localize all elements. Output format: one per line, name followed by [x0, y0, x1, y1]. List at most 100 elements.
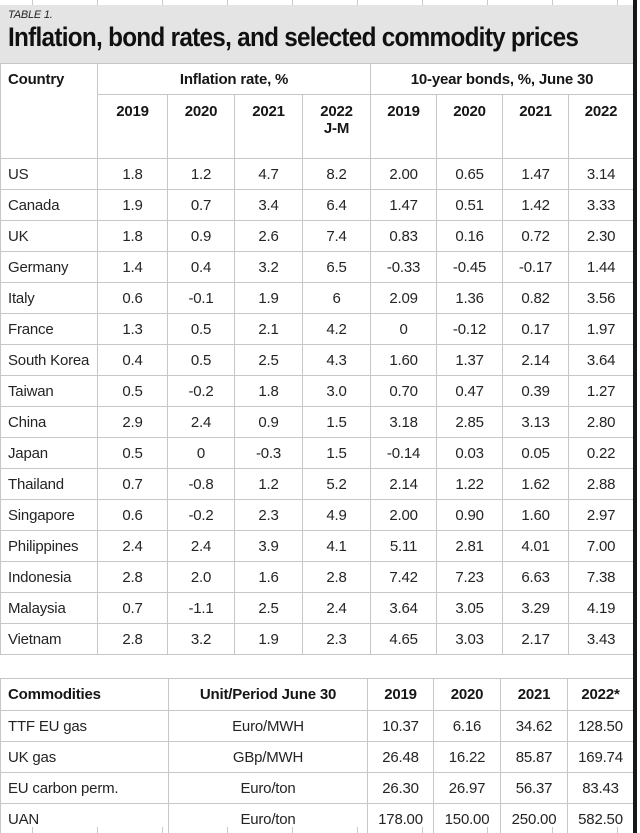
- bond-value-cell: -0.17: [502, 251, 570, 283]
- year-2021-header: 2021: [500, 678, 568, 711]
- commodity-value-cell: 56.37: [500, 772, 568, 804]
- bond-value-cell: 1.36: [436, 282, 504, 314]
- bond-value-cell: 3.64: [568, 344, 635, 376]
- inflation-value-cell: 1.4: [97, 251, 168, 283]
- bond-value-cell: 0.03: [436, 437, 504, 469]
- bond-value-cell: 3.43: [568, 623, 635, 655]
- bond-value-cell: 0.72: [502, 220, 570, 252]
- year-header-row: 2019 2020 2021 2022 J-M 2019 2020 2021 2022: [1, 94, 635, 159]
- country-cell: Malaysia: [0, 592, 98, 624]
- inflation-value-cell: 6.5: [301, 251, 372, 283]
- country-cell: Italy: [0, 282, 98, 314]
- inflation-value-cell: 0.7: [167, 189, 235, 221]
- country-cell: Canada: [0, 189, 98, 221]
- commodity-name-cell: EU carbon perm.: [0, 772, 169, 804]
- inflation-value-cell: 2.4: [97, 530, 168, 562]
- bond-value-cell: 2.00: [370, 499, 438, 531]
- inflation-value-cell: 2.9: [97, 406, 168, 438]
- bond-value-cell: -0.14: [370, 437, 438, 469]
- commodity-value-cell: 10.37: [367, 710, 434, 742]
- table-row: Germany 1.4 0.4 3.2 6.5 -0.33 -0.45 -0.17 1.44: [0, 251, 635, 283]
- bond-value-cell: 4.19: [568, 592, 635, 624]
- bond-value-cell: 7.38: [568, 561, 635, 593]
- country-cell: UK: [0, 220, 98, 252]
- page-title: Inflation, bond rates, and selected comm…: [8, 22, 579, 52]
- bond-value-cell: 0.47: [436, 375, 504, 407]
- inflation-value-cell: 1.8: [97, 220, 168, 252]
- bonds-year-header: 2019: [370, 94, 438, 159]
- group-header-row: Country Inflation rate, % 10-year bonds,…: [0, 63, 635, 159]
- bond-value-cell: 0.22: [568, 437, 635, 469]
- bond-value-cell: -0.45: [436, 251, 504, 283]
- bond-value-cell: 1.42: [502, 189, 570, 221]
- inflation-value-cell: 1.5: [301, 437, 372, 469]
- inflation-value-cell: 2.6: [234, 220, 303, 252]
- inflation-value-cell: 2.8: [97, 561, 168, 593]
- inflation-year-header: 2022 J-M: [301, 94, 372, 159]
- bond-value-cell: 3.56: [568, 282, 635, 314]
- bond-value-cell: 3.03: [436, 623, 504, 655]
- table-row: Japan 0.5 0 -0.3 1.5 -0.14 0.03 0.05 0.22: [0, 437, 635, 469]
- bond-value-cell: 5.11: [370, 530, 438, 562]
- bond-value-cell: 2.30: [568, 220, 635, 252]
- bond-value-cell: -0.12: [436, 313, 504, 345]
- bond-value-cell: 1.62: [502, 468, 570, 500]
- bonds-year-header: 2021: [502, 94, 570, 159]
- bond-value-cell: 2.17: [502, 623, 570, 655]
- inflation-value-cell: 2.3: [301, 623, 372, 655]
- table-label: TABLE 1.: [8, 9, 53, 21]
- bond-value-cell: 0.17: [502, 313, 570, 345]
- bonds-group-header: 10-year bonds, %, June 30: [370, 63, 635, 95]
- bond-value-cell: 1.44: [568, 251, 635, 283]
- commodity-value-cell: 85.87: [500, 741, 568, 773]
- bond-value-cell: 1.60: [370, 344, 438, 376]
- inflation-value-cell: 1.9: [234, 623, 303, 655]
- inflation-value-cell: 4.9: [301, 499, 372, 531]
- commodity-unit-cell: GBp/MWH: [168, 741, 368, 773]
- inflation-value-cell: 2.4: [167, 406, 235, 438]
- commodity-name-cell: UK gas: [0, 741, 169, 773]
- table-row: Canada 1.9 0.7 3.4 6.4 1.47 0.51 1.42 3.33: [0, 189, 635, 221]
- inflation-value-cell: 1.5: [301, 406, 372, 438]
- table-row: China 2.9 2.4 0.9 1.5 3.18 2.85 3.13 2.80: [0, 406, 635, 438]
- inflation-value-cell: 1.9: [234, 282, 303, 314]
- inflation-value-cell: 8.2: [301, 158, 372, 190]
- inflation-value-cell: 0.5: [167, 313, 235, 345]
- inflation-value-cell: 1.8: [97, 158, 168, 190]
- inflation-value-cell: 5.2: [301, 468, 372, 500]
- inflation-year-header: 2019: [97, 94, 168, 159]
- inflation-value-cell: 1.3: [97, 313, 168, 345]
- inflation-value-cell: 0.5: [97, 375, 168, 407]
- bond-value-cell: 0.90: [436, 499, 504, 531]
- bond-value-cell: 1.47: [502, 158, 570, 190]
- commodity-row: EU carbon perm. Euro/ton 26.30 26.97 56.37 83…: [0, 772, 634, 804]
- commodity-value-cell: 26.48: [367, 741, 434, 773]
- commodity-row: TTF EU gas Euro/MWH 10.37 6.16 34.62 128.50: [0, 710, 634, 742]
- inflation-value-cell: 4.1: [301, 530, 372, 562]
- country-cell: Indonesia: [0, 561, 98, 593]
- inflation-value-cell: 3.4: [234, 189, 303, 221]
- country-cell: Philippines: [0, 530, 98, 562]
- bond-value-cell: 3.05: [436, 592, 504, 624]
- year-2019-header: 2019: [367, 678, 434, 711]
- bottom-tick-strip: [0, 827, 633, 833]
- country-cell: US: [0, 158, 98, 190]
- bond-value-cell: 7.00: [568, 530, 635, 562]
- inflation-value-cell: -0.1: [167, 282, 235, 314]
- bond-value-cell: 2.85: [436, 406, 504, 438]
- bond-value-cell: 0.39: [502, 375, 570, 407]
- country-cell: Germany: [0, 251, 98, 283]
- table-row: Malaysia 0.7 -1.1 2.5 2.4 3.64 3.05 3.29 4.19: [0, 592, 635, 624]
- commodities-column-header: Commodities: [0, 678, 169, 711]
- bond-value-cell: 1.37: [436, 344, 504, 376]
- bond-value-cell: 2.09: [370, 282, 438, 314]
- inflation-value-cell: 6: [301, 282, 372, 314]
- bond-value-cell: 3.29: [502, 592, 570, 624]
- inflation-bonds-table: Country Inflation rate, % 10-year bonds,…: [0, 63, 635, 655]
- bond-value-cell: 0.05: [502, 437, 570, 469]
- inflation-value-cell: 3.9: [234, 530, 303, 562]
- bonds-year-header: 2022: [568, 94, 635, 159]
- inflation-value-cell: 2.8: [301, 561, 372, 593]
- bond-value-cell: 1.60: [502, 499, 570, 531]
